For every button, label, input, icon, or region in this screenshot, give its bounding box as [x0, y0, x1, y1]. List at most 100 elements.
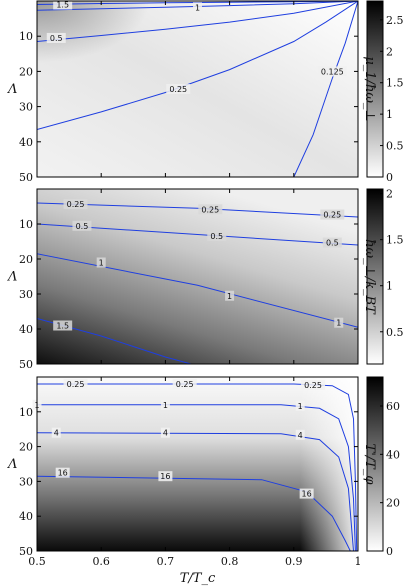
- x-tick-label: 0.8: [221, 555, 239, 568]
- y-tick-label: 10: [19, 30, 33, 43]
- colorbar-tick-label: 0: [386, 545, 393, 558]
- colorbar-tick-label: 0.5: [386, 140, 404, 153]
- panel-middle: 0.25 0.5 1 1.5 0.25 0.25 0.5 0.5 1 1 10 20 30 40 50 Λ 0.…: [7, 188, 404, 371]
- colorbar-gradient: [366, 376, 384, 552]
- contour-label: 1: [298, 402, 303, 411]
- y-axis-label: Λ: [7, 82, 17, 97]
- heatmap-shade: [37, 377, 358, 551]
- contour-label-bg: [301, 380, 326, 391]
- colorbar-tick-label: 2: [386, 45, 393, 58]
- heatmap-shade: [37, 1, 358, 177]
- contour-label-bg: [320, 209, 345, 220]
- contour-label-bg: [207, 230, 227, 241]
- contour-label-bg: [322, 237, 342, 248]
- contour-label-bg: [53, 0, 73, 10]
- contour-label-bg: [158, 471, 173, 482]
- y-tick-label: 50: [19, 171, 33, 184]
- contour-line-4: [37, 432, 354, 551]
- contour-label: 16: [58, 469, 68, 478]
- contour-label: 0.25: [67, 380, 85, 389]
- contour-label: 1: [195, 3, 200, 12]
- colorbar-tick-label: 40: [386, 448, 400, 461]
- contour-label-bg: [334, 317, 344, 328]
- panel-top: 1.5 1 0.5 0.25 0.125 10 20 30 40 50 Λ 0 0.5 1 1.5 2 2.5 μ…: [7, 0, 404, 184]
- contour-label: 16: [160, 472, 170, 481]
- contour-label: 0.25: [201, 205, 219, 214]
- contour-line-16: [37, 475, 351, 551]
- colorbar-tick-label: 2.5: [386, 14, 404, 27]
- y-tick-label: 10: [19, 406, 33, 419]
- contour-label-bg: [63, 199, 88, 210]
- contour-label: 0.5: [50, 34, 63, 43]
- heatmap-background: [37, 189, 358, 364]
- y-tick-label: 40: [19, 323, 33, 336]
- contour-label-bg: [55, 467, 70, 478]
- contour-label-bg: [96, 257, 106, 268]
- contour-label: 1: [99, 259, 104, 268]
- x-tick-label: 0.6: [92, 555, 110, 568]
- colorbar-tick-label: 1: [386, 280, 393, 293]
- contour-label: 4: [298, 431, 303, 440]
- contour-label: 0.5: [326, 239, 339, 248]
- contour-label-bg: [46, 32, 66, 43]
- contour-label-bg: [72, 220, 92, 231]
- contour-label: 4: [54, 429, 59, 438]
- x-tick-label: 0.9: [285, 555, 303, 568]
- plot-frame: [36, 0, 359, 178]
- contour-line-0.125: [293, 1, 358, 177]
- contour-label: 1: [163, 401, 168, 410]
- contour-label-bg: [53, 320, 73, 331]
- contour-label-bg: [225, 290, 235, 301]
- y-axis-label: Λ: [7, 457, 17, 472]
- y-tick-label: 20: [19, 65, 33, 78]
- contour-label: 16: [302, 490, 312, 499]
- colorbar-label: ħω_⊥/k_BT: [362, 239, 377, 315]
- contour-label: 1.5: [56, 322, 69, 331]
- y-tick-label: 30: [19, 288, 33, 301]
- colorbar-tick-label: 0.5: [386, 326, 404, 339]
- contour-label-bg: [172, 378, 197, 389]
- contour-label-bg: [295, 400, 305, 411]
- contour-line-1: [37, 404, 356, 551]
- contour-label-bg: [160, 399, 170, 410]
- colorbar: 0 20 40 60 T'/T_φ: [362, 376, 400, 558]
- y-tick-label: 30: [19, 101, 33, 114]
- y-tick-label: 30: [19, 475, 33, 488]
- contour-label-bg: [166, 84, 191, 94]
- contour-label-bg: [299, 488, 314, 499]
- colorbar-gradient: [366, 188, 384, 365]
- y-tick-label: 20: [19, 441, 33, 454]
- x-tick-label: 1: [355, 555, 362, 568]
- contour-label: 1: [336, 319, 341, 328]
- y-tick-label: 40: [19, 510, 33, 523]
- contour-label-bg: [160, 427, 170, 438]
- y-tick-label: 20: [19, 253, 33, 266]
- contour-label-bg: [51, 427, 61, 438]
- contour-label-bg: [317, 66, 347, 77]
- colorbar-tick-label: 2: [386, 188, 393, 201]
- contour-line-0.5: [37, 1, 358, 42]
- contour-label: 0.125: [321, 67, 344, 76]
- y-tick-label: 50: [19, 358, 33, 371]
- contour-label: 1: [227, 292, 232, 301]
- contour-label: 0.25: [176, 380, 194, 389]
- y-tick-label: 40: [19, 136, 33, 149]
- colorbar-tick-label: 1.5: [386, 77, 404, 90]
- contour-label: 0.25: [304, 381, 322, 390]
- contour-label: 0.25: [67, 200, 85, 209]
- colorbar-tick-label: 1: [386, 108, 393, 121]
- y-axis-label: Λ: [7, 270, 17, 285]
- x-axis-label: T/T_c: [180, 571, 216, 586]
- contour-label-bg: [198, 204, 223, 215]
- colorbar-tick-label: 1.5: [386, 234, 404, 247]
- colorbar-label: T'/T_φ: [362, 444, 377, 486]
- contour-label-bg: [193, 2, 202, 13]
- x-tick-label: 0.7: [157, 555, 175, 568]
- plot-frame: [36, 376, 359, 552]
- colorbar-tick-label: 0: [386, 171, 393, 184]
- contour-label-bg: [63, 378, 88, 389]
- y-tick-label: 10: [19, 218, 33, 231]
- contour-line-1: [37, 253, 358, 328]
- contour-label: 0.5: [210, 232, 223, 241]
